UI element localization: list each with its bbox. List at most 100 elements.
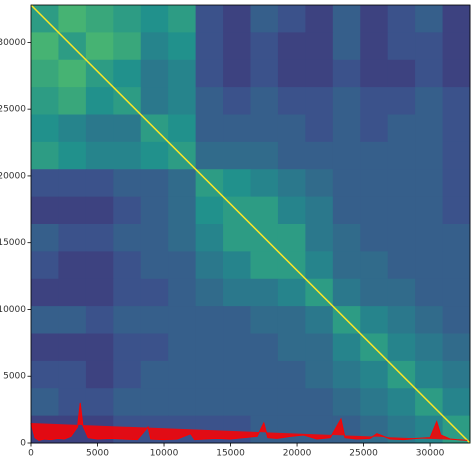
heatmap-cell [387,224,416,252]
heatmap-cell [360,251,389,280]
x-tick-label: 5000 [86,449,109,459]
heatmap-cell [113,251,142,280]
heatmap-cell [113,224,142,252]
heatmap-cell [277,278,306,307]
heatmap-cell [58,388,87,417]
heatmap-cell [140,278,169,307]
heatmap-cell [305,415,334,444]
heatmap-cell [442,196,471,225]
heatmap-cell [140,5,169,33]
heatmap-cell [332,360,361,389]
heatmap-cell [360,224,389,252]
heatmap-cell [250,5,279,33]
heatmap-cell [195,87,224,115]
heatmap-cell [332,114,361,143]
heatmap-cell [195,141,224,170]
heatmap-cell [113,196,142,225]
heatmap-cell [332,251,361,280]
heatmap-cell [360,278,389,307]
heatmap-cell [387,114,416,143]
heatmap-cell [277,32,306,61]
heatmap-cell [305,5,334,33]
heatmap-cell [195,388,224,417]
heatmap-cell [305,32,334,61]
heatmap-cell [415,169,444,198]
heatmap-cell [113,278,142,307]
heatmap-cell [415,196,444,225]
heatmap-cell [250,251,279,280]
heatmap-cell [442,169,471,198]
heatmap-cell [277,388,306,417]
heatmap-cell [332,169,361,198]
heatmap-cell [195,360,224,389]
heatmap-cell [168,224,197,252]
heatmap-cell [195,224,224,252]
heatmap-cell [223,169,251,198]
y-tick-label: 0 [20,439,26,449]
heatmap-cell [168,360,197,389]
heatmap-cell [442,251,471,280]
heatmap-cell [250,32,279,61]
heatmap-cell [223,32,251,61]
heatmap-cell [305,306,334,334]
heatmap-cell [387,333,416,362]
heatmap-cell [387,251,416,280]
heatmap-cell [277,360,306,389]
heatmap-cell [415,141,444,170]
heatmap-cell [277,224,306,252]
heatmap-cell [442,114,471,143]
heatmap-cell [113,306,142,334]
heatmap-cell [195,278,224,307]
y-tick-label: 25000 [0,105,26,115]
heatmap-cell [250,87,279,115]
heatmap-cell [277,306,306,334]
heatmap-cell [442,59,471,88]
heatmap-cell [305,114,334,143]
heatmap-cell [168,278,197,307]
heatmap-cell [415,360,444,389]
x-tick-label: 20000 [283,449,312,459]
heatmap-cell [223,360,251,389]
heatmap-cell [85,306,114,334]
heatmap-cell [168,306,197,334]
heatmap-cell [415,278,444,307]
heatmap-cell [250,169,279,198]
x-tick-label: 25000 [349,449,378,459]
heatmap-cell [31,87,59,115]
heatmap-cell [140,306,169,334]
heatmap-cell [58,196,87,225]
heatmap-cell [223,388,251,417]
heatmap-cell [415,333,444,362]
heatmap-cell [31,224,59,252]
heatmap-cell [415,114,444,143]
heatmap-cell [31,306,59,334]
heatmap-cell [168,251,197,280]
heatmap-cell [442,224,471,252]
heatmap-cell [113,141,142,170]
heatmap-cell [332,388,361,417]
heatmap-cell [442,278,471,307]
heatmap-cell [415,59,444,88]
heatmap-cell [332,87,361,115]
heatmap-cell [58,141,87,170]
heatmap-cell [387,196,416,225]
diagonal [30,4,471,444]
heatmap-cell [85,87,114,115]
heatmap-cell [31,278,59,307]
heatmap-cell [195,59,224,88]
heatmap-cell [58,87,87,115]
heatmap-cell [277,141,306,170]
heatmap-cell [168,87,197,115]
heatmap-cell [58,224,87,252]
heatmap-cell [250,59,279,88]
heatmap-cell [223,224,251,252]
heatmap-cell [113,333,142,362]
heatmap-cell [305,333,334,362]
heatmap-cell [387,169,416,198]
heatmap-cell [58,5,87,33]
heatmap-cell [168,333,197,362]
heatmap-cell [305,169,334,198]
heatmap-cell [360,141,389,170]
heatmap-cell [223,278,251,307]
